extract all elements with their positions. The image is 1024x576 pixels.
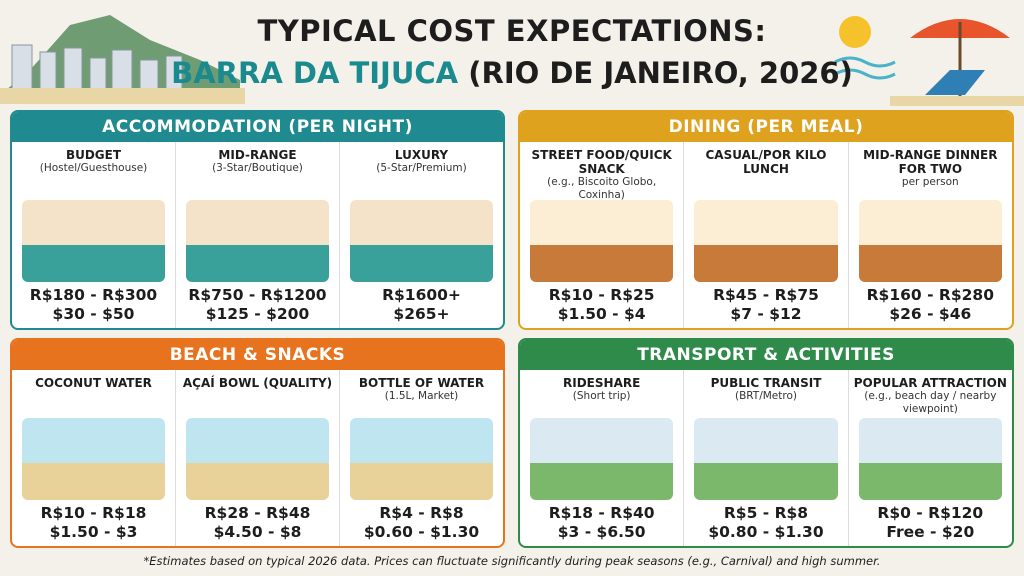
section: DINING (PER MEAL) STREET FOOD/QUICK SNACK… bbox=[518, 110, 1014, 330]
item-illustration bbox=[694, 200, 838, 282]
section-items: BUDGET (Hostel/Guesthouse) R$180 - R$300 $3… bbox=[12, 142, 503, 328]
price-brl: R$45 - R$75 bbox=[713, 286, 819, 304]
price-usd: $30 - $50 bbox=[52, 305, 135, 323]
item-name: BUDGET bbox=[65, 148, 122, 162]
item-name: PUBLIC TRANSIT bbox=[710, 376, 822, 390]
section: BEACH & SNACKS COCONUT WATER R$10 - R$18 $1… bbox=[10, 338, 505, 548]
item-name: LUXURY bbox=[394, 148, 449, 162]
item-illustration bbox=[530, 200, 674, 282]
item-illustration bbox=[22, 200, 165, 282]
sand bbox=[890, 96, 1024, 106]
item-card: POPULAR ATTRACTION (e.g., beach day / nea… bbox=[849, 370, 1012, 546]
item-note: (Hostel/Guesthouse) bbox=[39, 162, 148, 174]
item-illustration bbox=[858, 200, 1002, 282]
price-brl: R$180 - R$300 bbox=[29, 286, 158, 304]
item-card: BOTTLE OF WATER (1.5L, Market) R$4 - R$8 $0… bbox=[340, 370, 503, 546]
item-name: RIDESHARE bbox=[563, 376, 641, 390]
item-illustration bbox=[22, 418, 165, 500]
item-card: STREET FOOD/QUICK SNACK (e.g., Biscoito G… bbox=[520, 142, 685, 328]
item-illustration bbox=[350, 200, 493, 282]
item-illustration bbox=[694, 418, 838, 500]
price-usd: $1.50 - $4 bbox=[557, 305, 646, 323]
price-usd: $265+ bbox=[393, 305, 450, 323]
item-name: MID-RANGE bbox=[218, 148, 297, 162]
chair bbox=[925, 70, 985, 95]
item-illustration bbox=[858, 418, 1002, 500]
place: BARRA DA TIJUCA bbox=[171, 56, 459, 90]
section: TRANSPORT & ACTIVITIES RIDESHARE (Short tr… bbox=[518, 338, 1014, 548]
item-illustration bbox=[186, 200, 329, 282]
price-brl: R$18 - R$40 bbox=[548, 504, 655, 522]
item-name: BOTTLE OF WATER bbox=[358, 376, 485, 390]
item-illustration bbox=[186, 418, 329, 500]
item-card: PUBLIC TRANSIT (BRT/Metro) R$5 - R$8 $0.80 … bbox=[684, 370, 849, 546]
place-note: (RIO DE JANEIRO, 2026) bbox=[468, 56, 853, 90]
price-usd: $1.50 - $3 bbox=[49, 523, 138, 541]
footnote: *Estimates based on typical 2026 data. P… bbox=[143, 554, 881, 568]
item-note: (1.5L, Market) bbox=[384, 390, 459, 402]
beach bbox=[0, 88, 245, 104]
price-brl: R$4 - R$8 bbox=[379, 504, 464, 522]
item-name: POPULAR ATTRACTION bbox=[853, 376, 1007, 390]
header-art bbox=[0, 15, 1024, 106]
price-brl: R$10 - R$18 bbox=[40, 504, 147, 522]
item-note: per person bbox=[901, 176, 959, 188]
item-card: CASUAL/POR KILO LUNCH R$45 - R$75 $7 - $12 bbox=[684, 142, 849, 328]
section-items: COCONUT WATER R$10 - R$18 $1.50 - $3 AÇAÍ B… bbox=[12, 370, 503, 546]
item-card: RIDESHARE (Short trip) R$18 - R$40 $3 - $6.… bbox=[520, 370, 685, 546]
item-card: MID-RANGE (3-Star/Boutique) R$750 - R$1200… bbox=[176, 142, 340, 328]
item-note: (Short trip) bbox=[572, 390, 631, 402]
item-card: AÇAÍ BOWL (QUALITY) R$28 - R$48 $4.50 - $8 bbox=[176, 370, 340, 546]
item-note: (e.g., Biscoito Globo, Coxinha) bbox=[547, 176, 657, 201]
price-usd: $26 - $46 bbox=[889, 305, 972, 323]
item-note: (5-Star/Premium) bbox=[376, 162, 467, 174]
item-card: LUXURY (5-Star/Premium) R$1600+ $265+ bbox=[340, 142, 503, 328]
item-name: MID-RANGE DINNER FOR TWO bbox=[863, 148, 998, 176]
section-title: ACCOMMODATION (PER NIGHT) bbox=[12, 112, 503, 142]
header: TYPICAL COST EXPECTATIONS: BARRA DA TIJU… bbox=[0, 0, 1024, 106]
section-items: STREET FOOD/QUICK SNACK (e.g., Biscoito G… bbox=[520, 142, 1012, 328]
waves bbox=[834, 56, 896, 80]
item-card: MID-RANGE DINNER FOR TWO per person R$160 … bbox=[849, 142, 1012, 328]
price-usd: $7 - $12 bbox=[730, 305, 802, 323]
price-brl: R$750 - R$1200 bbox=[188, 286, 327, 304]
item-note: (BRT/Metro) bbox=[734, 390, 797, 402]
section-title: TRANSPORT & ACTIVITIES bbox=[520, 340, 1012, 370]
price-brl: R$0 - R$120 bbox=[877, 504, 984, 522]
title: TYPICAL COST EXPECTATIONS: bbox=[257, 14, 767, 48]
price-usd: $0.80 - $1.30 bbox=[708, 523, 824, 541]
price-brl: R$28 - R$48 bbox=[204, 504, 311, 522]
price-brl: R$160 - R$280 bbox=[866, 286, 995, 304]
item-illustration bbox=[530, 418, 674, 500]
price-usd: $125 - $200 bbox=[205, 305, 310, 323]
price-usd: $0.60 - $1.30 bbox=[363, 523, 480, 541]
section-items: RIDESHARE (Short trip) R$18 - R$40 $3 - $6.… bbox=[520, 370, 1012, 546]
skyline bbox=[11, 44, 183, 91]
sun bbox=[839, 16, 871, 48]
item-card: BUDGET (Hostel/Guesthouse) R$180 - R$300 $3… bbox=[12, 142, 176, 328]
section-title: BEACH & SNACKS bbox=[12, 340, 503, 370]
price-usd: $3 - $6.50 bbox=[557, 523, 646, 541]
item-note: (3-Star/Boutique) bbox=[212, 162, 303, 174]
item-name: CASUAL/POR KILO LUNCH bbox=[705, 148, 827, 176]
item-note: (e.g., beach day / nearby viewpoint) bbox=[864, 390, 997, 415]
item-name: COCONUT WATER bbox=[35, 376, 152, 390]
item-name: STREET FOOD/QUICK SNACK bbox=[531, 148, 672, 176]
section: ACCOMMODATION (PER NIGHT) BUDGET (Hostel/G… bbox=[10, 110, 505, 330]
price-brl: R$10 - R$25 bbox=[548, 286, 655, 304]
item-card: COCONUT WATER R$10 - R$18 $1.50 - $3 bbox=[12, 370, 176, 546]
subtitle: BARRA DA TIJUCA (RIO DE JANEIRO, 2026) bbox=[0, 56, 1024, 90]
section-title: DINING (PER MEAL) bbox=[520, 112, 1012, 142]
item-name: AÇAÍ BOWL (QUALITY) bbox=[182, 376, 333, 390]
price-usd: $4.50 - $8 bbox=[213, 523, 302, 541]
price-usd: Free - $20 bbox=[886, 523, 975, 541]
price-brl: R$1600+ bbox=[382, 286, 461, 304]
price-brl: R$5 - R$8 bbox=[723, 504, 809, 522]
item-illustration bbox=[350, 418, 493, 500]
